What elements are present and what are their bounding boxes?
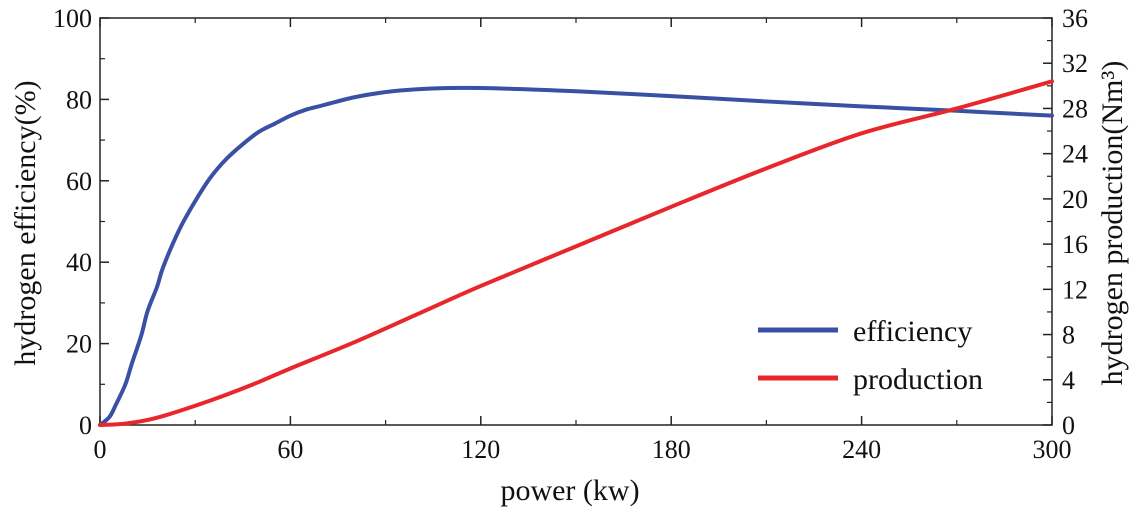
x-tick-label: 300 [1033, 435, 1072, 464]
y-right-tick-label: 12 [1062, 275, 1088, 304]
series-line-efficiency [98, 85, 1054, 427]
legend: efficiency production [758, 315, 983, 396]
y-right-tick-label: 32 [1062, 49, 1088, 78]
y-right-tick-label: 36 [1062, 4, 1088, 33]
series-layer [98, 79, 1054, 427]
y-left-tick-label: 100 [53, 4, 92, 33]
legend-label-production: production [853, 363, 983, 396]
y-right-axis-label: hydrogen production(Nm³) [1096, 61, 1129, 386]
y-right-tick-label: 28 [1062, 94, 1088, 123]
x-tick-label: 240 [842, 435, 881, 464]
x-tick-label: 120 [461, 435, 500, 464]
x-axis-label: power (kw) [500, 474, 639, 507]
x-tick-label: 180 [652, 435, 691, 464]
y-left-tick-label: 20 [66, 330, 92, 359]
x-axis-ticks: 0 60 120 180 240 300 [94, 18, 1072, 464]
y-right-tick-label: 8 [1062, 321, 1075, 350]
y-right-tick-label: 4 [1062, 366, 1075, 395]
y-right-tick-label: 0 [1062, 411, 1075, 440]
y-left-tick-label: 60 [66, 167, 92, 196]
y-left-axis-label: hydrogen efficiency(%) [9, 80, 42, 365]
y-left-tick-label: 80 [66, 85, 92, 114]
x-tick-label: 0 [94, 435, 107, 464]
y-right-tick-label: 16 [1062, 230, 1088, 259]
y-right-tick-label: 20 [1062, 185, 1088, 214]
y-right-axis-ticks: 0 4 8 12 16 20 24 28 32 36 [1043, 4, 1088, 440]
legend-label-efficiency: efficiency [853, 315, 972, 348]
y-left-axis-ticks: 0 20 40 60 80 100 [53, 4, 109, 440]
y-right-tick-label: 24 [1062, 140, 1088, 169]
y-left-tick-label: 0 [79, 411, 92, 440]
series-line-production [98, 79, 1054, 427]
y-left-tick-label: 40 [66, 248, 92, 277]
x-tick-label: 60 [277, 435, 303, 464]
